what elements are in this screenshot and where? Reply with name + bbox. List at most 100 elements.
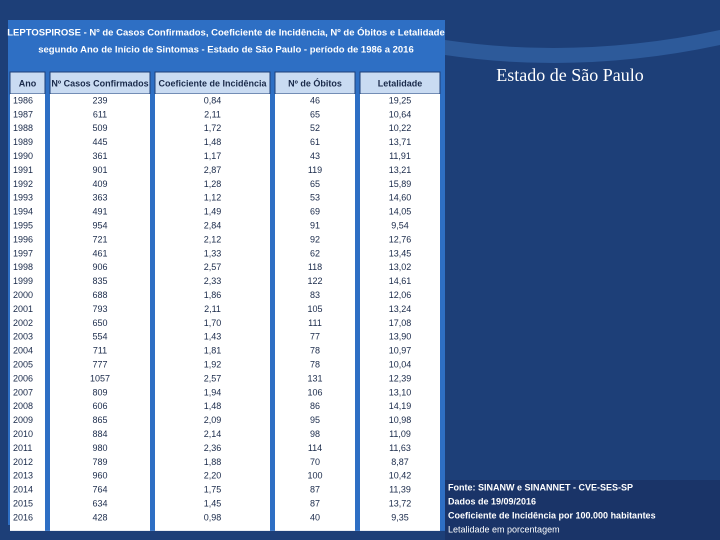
notes: Fonte: SINANW e SINANNET - CVE-SES-SP Dad… [448,482,656,534]
cell-text: 2013 [13,471,33,481]
cell-text: 10,64 [389,109,412,119]
cell-text: 95 [310,415,320,425]
cell-text: 98 [310,429,320,439]
cell-text: 650 [92,318,107,328]
cell-text: 611 [93,109,107,119]
cell-text: 2011 [13,443,32,453]
cell-text: 1,45 [204,498,222,508]
header-text: Letalidade [378,78,423,88]
cell-text: 2,12 [204,234,222,244]
cell-text: 118 [308,262,322,272]
cell-text: 2010 [13,429,33,439]
cell-text: 14,60 [389,193,412,203]
cell-text: 78 [310,359,320,369]
cell-text: 2016 [13,512,33,522]
cell-text: 91 [310,220,320,230]
cell-text: 1,92 [204,359,222,369]
cell-text: 70 [310,457,320,467]
cell-text: 491 [92,207,107,217]
note-line: Fonte: SINANW e SINANNET - CVE-SES-SP [448,482,633,492]
cell-text: 62 [310,248,320,258]
cell-text: 1998 [13,262,33,272]
cell-text: 554 [92,332,107,342]
table-title: LEPTOSPIROSE - Nº de Casos Confirmados, … [7,27,445,39]
cell-text: 83 [310,290,320,300]
cell-text: 119 [308,165,322,175]
cell-text: 69 [310,207,320,217]
cell-text: 13,71 [389,137,412,147]
cell-text: 1986 [13,95,33,105]
cell-text: 2,84 [204,220,222,230]
cell-text: 0,84 [204,95,222,105]
cell-text: 906 [92,262,107,272]
cell-text: 2,11 [204,109,221,119]
header-text: Nº Casos Confirmados [51,78,148,88]
cell-text: 789 [92,457,107,467]
header-text: Nº de Óbitos [288,77,342,88]
cell-text: 13,21 [389,165,412,175]
cell-text: 884 [92,429,107,439]
cell-text: 10,04 [389,359,412,369]
cell-text: 100 [307,471,322,481]
cell-text: 445 [92,137,107,147]
cell-text: 11,39 [389,485,411,495]
cell-text: 11,63 [389,443,411,453]
cell-text: 86 [310,401,320,411]
cell-text: 11,91 [389,151,411,161]
cell-text: 1,70 [204,318,222,328]
cell-text: 78 [310,346,320,356]
cell-text: 980 [92,443,107,453]
cell-text: 1,43 [204,332,222,342]
cell-text: 2009 [13,415,33,425]
cell-text: 1,88 [204,457,222,467]
cell-text: 2012 [13,457,33,467]
cell-text: 1989 [13,137,33,147]
cell-text: 2015 [13,498,33,508]
cell-text: 2005 [13,359,33,369]
slide-title: Estado de São Paulo [496,65,643,85]
cell-text: 11,09 [389,429,411,439]
cell-text: 10,42 [389,471,412,481]
cell-text: 2002 [13,318,33,328]
cell-text: 9,35 [391,512,409,522]
cell-text: 2008 [13,401,33,411]
cell-text: 2003 [13,332,33,342]
cell-text: 2,36 [204,443,222,453]
cell-text: 1990 [13,151,33,161]
table-title: segundo Ano de Início de Sintomas - Esta… [38,45,414,56]
cell-text: 2001 [13,304,33,314]
cell-text: 409 [92,179,107,189]
cell-text: 9,54 [391,220,409,230]
cell-text: 2,33 [204,276,222,286]
cell-text: 1987 [13,109,33,119]
cell-text: 12,06 [389,290,412,300]
cell-text: 1993 [13,193,33,203]
cell-text: 2,11 [204,304,221,314]
cell-text: 1988 [13,123,33,133]
cell-text: 2014 [13,485,33,495]
cell-text: 8,87 [391,457,409,467]
cell-text: 1992 [13,179,33,189]
header-text: Ano [19,78,37,88]
cell-text: 106 [307,387,322,397]
cell-text: 122 [307,276,322,286]
cell-text: 2000 [13,290,33,300]
cell-text: 40 [310,512,320,522]
cell-text: 46 [310,95,320,105]
cell-text: 1,17 [204,151,222,161]
cell-text: 865 [92,415,107,425]
cell-text: 1,94 [204,387,222,397]
cell-text: 19,25 [389,95,412,105]
cell-text: 2,20 [204,471,222,481]
cell-text: 10,97 [389,346,412,356]
cell-text: 77 [310,332,320,342]
cell-text: 13,90 [389,332,412,342]
cell-text: 721 [92,234,107,244]
cell-text: 2004 [13,346,33,356]
cell-text: 1,48 [204,401,222,411]
cell-text: 13,10 [389,387,412,397]
table: LEPTOSPIROSE - Nº de Casos Confirmados, … [7,27,445,531]
cell-text: 793 [92,304,107,314]
cell-text: 1,49 [204,207,222,217]
